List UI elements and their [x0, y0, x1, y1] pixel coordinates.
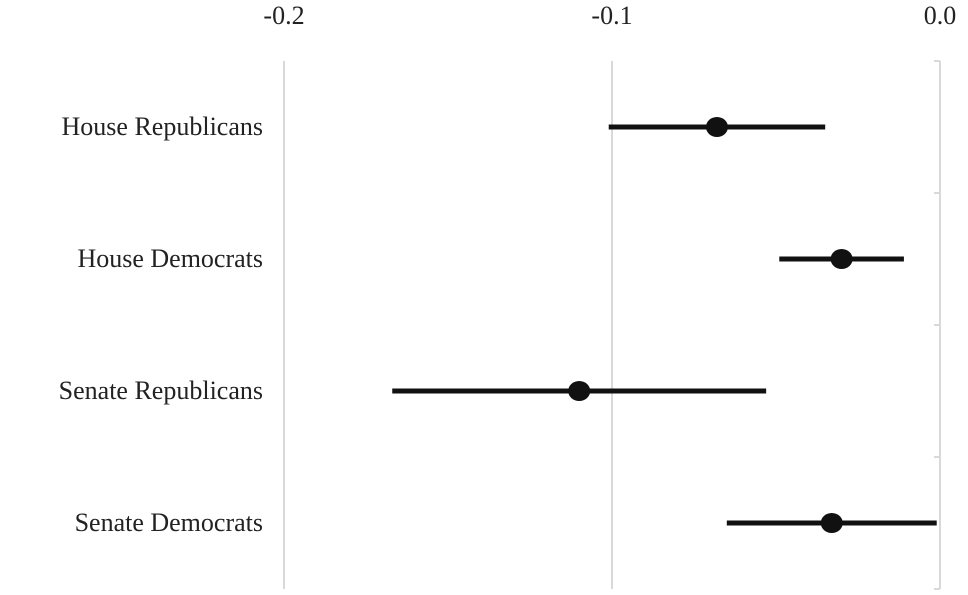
y-tick-label: Senate Republicans: [59, 376, 263, 405]
point: [830, 249, 853, 269]
y-tick-label: House Democrats: [77, 244, 263, 273]
x-tick-label: -0.1: [591, 1, 632, 30]
point: [568, 381, 591, 401]
point: [705, 117, 728, 137]
y-tick-label: House Republicans: [62, 112, 263, 141]
y-tick-label: Senate Democrats: [75, 508, 263, 537]
x-tick-label: -0.2: [263, 1, 304, 30]
point: [820, 513, 843, 533]
x-tick-label: 0.0: [924, 1, 957, 30]
